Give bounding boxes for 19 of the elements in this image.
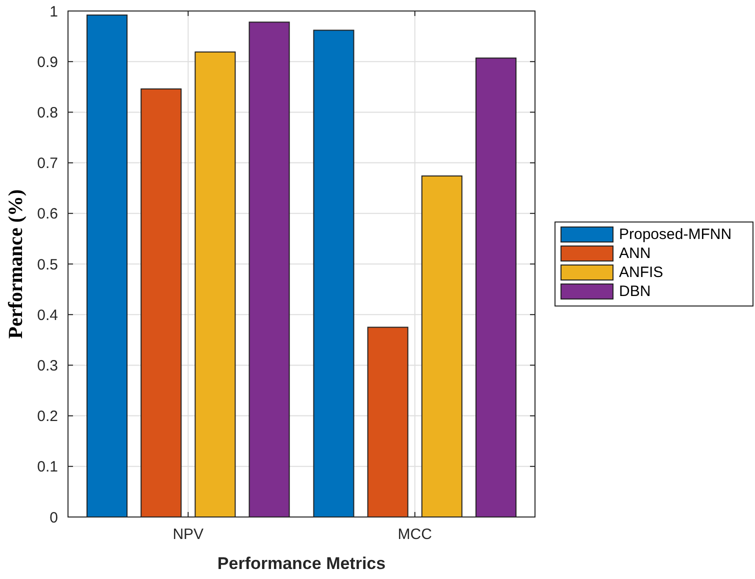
- y-tick-label: 0.5: [37, 256, 58, 274]
- legend-label: DBN: [619, 283, 651, 300]
- legend-label: Proposed-MFNN: [619, 226, 732, 243]
- y-tick-label: 0.9: [37, 54, 58, 71]
- y-tick-label: 0.7: [37, 155, 58, 172]
- y-tick-label: 0.8: [37, 104, 58, 122]
- y-tick-label: 0.6: [37, 206, 58, 223]
- y-tick-label: 0.2: [37, 408, 58, 426]
- y-tick-label: 0.1: [37, 458, 58, 476]
- y-axis-title: Performance (%): [5, 189, 27, 339]
- y-tick-label: 0: [50, 509, 58, 526]
- x-axis-title: Performance Metrics: [217, 554, 386, 573]
- y-tick-label: 0.4: [37, 306, 58, 324]
- x-tick-label: MCC: [398, 526, 432, 543]
- y-tick-label: 1: [50, 3, 58, 20]
- y-tick-label: 0.3: [37, 357, 58, 374]
- legend-label: ANFIS: [619, 264, 664, 281]
- x-tick-label: NPV: [172, 526, 204, 543]
- legend-label: ANN: [619, 245, 651, 262]
